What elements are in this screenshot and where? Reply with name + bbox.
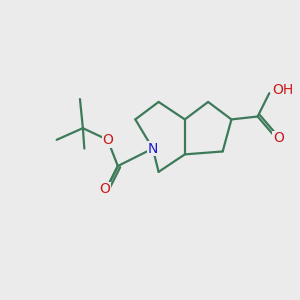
Text: O: O <box>273 131 284 145</box>
Text: O: O <box>99 182 110 196</box>
Text: N: N <box>148 142 158 155</box>
Text: O: O <box>102 133 113 147</box>
Text: OH: OH <box>272 83 293 97</box>
